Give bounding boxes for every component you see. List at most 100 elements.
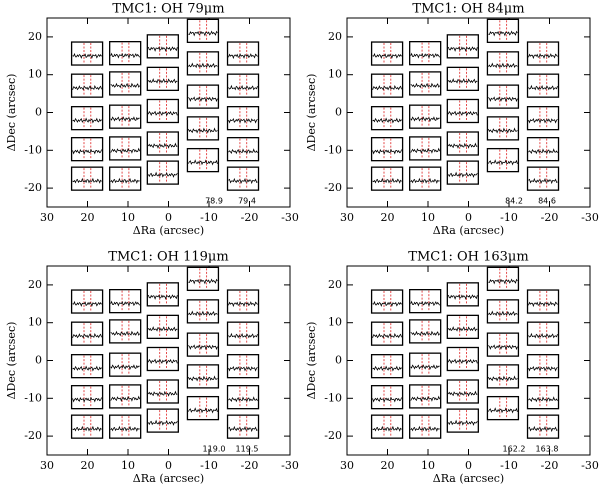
spaxel-box	[409, 104, 442, 129]
panel-title: TMC1: OH 84μm	[412, 2, 524, 17]
wavelength-annotation: 162.2	[503, 445, 526, 454]
spectrum	[228, 117, 258, 124]
y-tick-label: -20	[24, 429, 42, 442]
spaxel-box	[409, 71, 442, 96]
x-tick-label: -30	[581, 459, 599, 472]
spaxel-box	[226, 41, 260, 66]
wavelength-annotation: 163.8	[536, 445, 559, 454]
spectrum	[228, 365, 258, 372]
spectrum	[488, 375, 518, 382]
spaxel-box	[486, 147, 520, 173]
spectrum	[72, 332, 102, 339]
x-tick-label: 10	[121, 211, 135, 224]
spectrum	[147, 390, 178, 397]
spaxel-box	[186, 395, 220, 421]
spectrum	[188, 62, 218, 69]
spectrum	[488, 30, 518, 37]
spaxel-box	[486, 364, 520, 389]
spectrum	[447, 358, 478, 365]
panel-title: TMC1: OH 79μm	[112, 2, 224, 17]
spectrum	[228, 84, 258, 91]
spaxel-box	[370, 73, 404, 98]
wavelength-annotation: 78.9	[205, 197, 223, 206]
panel: TMC1: OH 84μm ΔRa (arcsec) ΔDec (arcsec) 30…	[305, 2, 599, 238]
y-axis-label: ΔDec (arcsec)	[305, 322, 318, 400]
spaxel-box	[446, 408, 479, 433]
spectrum	[372, 52, 402, 59]
spaxel-box	[146, 131, 179, 156]
x-tick-label: -20	[541, 459, 559, 472]
spaxel-box	[186, 266, 220, 292]
wavelength-annotation: 119.5	[236, 445, 259, 454]
y-tick-label: 10	[328, 316, 342, 329]
spaxel-box	[526, 166, 560, 191]
spectrum	[528, 301, 558, 308]
spectrum	[110, 364, 140, 370]
spaxel-box	[409, 41, 442, 66]
spectrum	[147, 142, 178, 149]
spectrum	[72, 117, 102, 124]
spaxel-box	[186, 116, 220, 141]
spaxel-box	[409, 319, 442, 344]
spectrum	[447, 326, 478, 332]
y-tick-label: 20	[328, 278, 342, 291]
spaxel-box	[146, 346, 179, 372]
spectrum	[372, 425, 402, 432]
spaxel-box	[370, 385, 404, 410]
spaxel-box	[70, 73, 104, 98]
spectrum	[372, 117, 402, 124]
spectrum	[372, 84, 402, 91]
spaxel-box	[486, 116, 520, 141]
x-tick-label: 0	[165, 459, 172, 472]
spaxel-box	[146, 314, 179, 340]
spectrum	[147, 326, 178, 332]
spaxel-box	[446, 66, 479, 92]
spaxel-box	[70, 321, 104, 346]
spectrum	[110, 147, 141, 154]
y-tick-label: 20	[28, 278, 42, 291]
spectrum	[528, 53, 558, 60]
spaxel-box	[109, 166, 142, 191]
spaxel-box	[109, 289, 142, 314]
spaxel-box	[146, 160, 179, 185]
spectrum	[72, 300, 102, 307]
spectrum	[110, 52, 141, 59]
spaxel-box	[526, 106, 560, 131]
spaxel-box	[70, 106, 104, 131]
spaxel-box	[409, 352, 442, 377]
spaxel-box	[70, 354, 104, 379]
spectrum	[147, 294, 178, 300]
spaxel-box	[70, 41, 104, 66]
spaxel-box	[146, 379, 179, 404]
spectrum	[488, 344, 518, 351]
spaxel-box	[370, 106, 404, 131]
spaxel-box	[370, 166, 404, 191]
spaxel-box	[526, 321, 560, 346]
y-tick-label: -10	[324, 143, 342, 156]
spectrum	[110, 116, 140, 122]
spectrum	[188, 96, 218, 103]
spectrum	[528, 84, 558, 91]
spectrum	[110, 177, 140, 184]
spectrum	[147, 110, 178, 117]
spaxel-box	[446, 34, 479, 59]
spaxel-box	[146, 282, 179, 307]
spaxel-box	[186, 364, 220, 389]
spectrum	[528, 332, 558, 339]
x-tick-label: 30	[40, 459, 54, 472]
y-tick-label: 10	[28, 68, 42, 81]
spectrum	[147, 46, 178, 52]
spectrum	[372, 365, 402, 372]
y-axis-label: ΔDec (arcsec)	[305, 74, 318, 152]
spectrum	[72, 365, 102, 372]
spaxel-box	[226, 166, 260, 191]
x-tick-label: -20	[541, 211, 559, 224]
x-axis-label: ΔRa (arcsec)	[433, 472, 504, 485]
x-tick-label: 0	[465, 211, 472, 224]
spectrum	[488, 127, 518, 134]
spaxel-box	[446, 314, 479, 340]
spaxel-box	[226, 289, 260, 314]
spaxel-box	[446, 346, 479, 372]
spectrum	[72, 177, 102, 184]
spectrum	[410, 425, 440, 432]
